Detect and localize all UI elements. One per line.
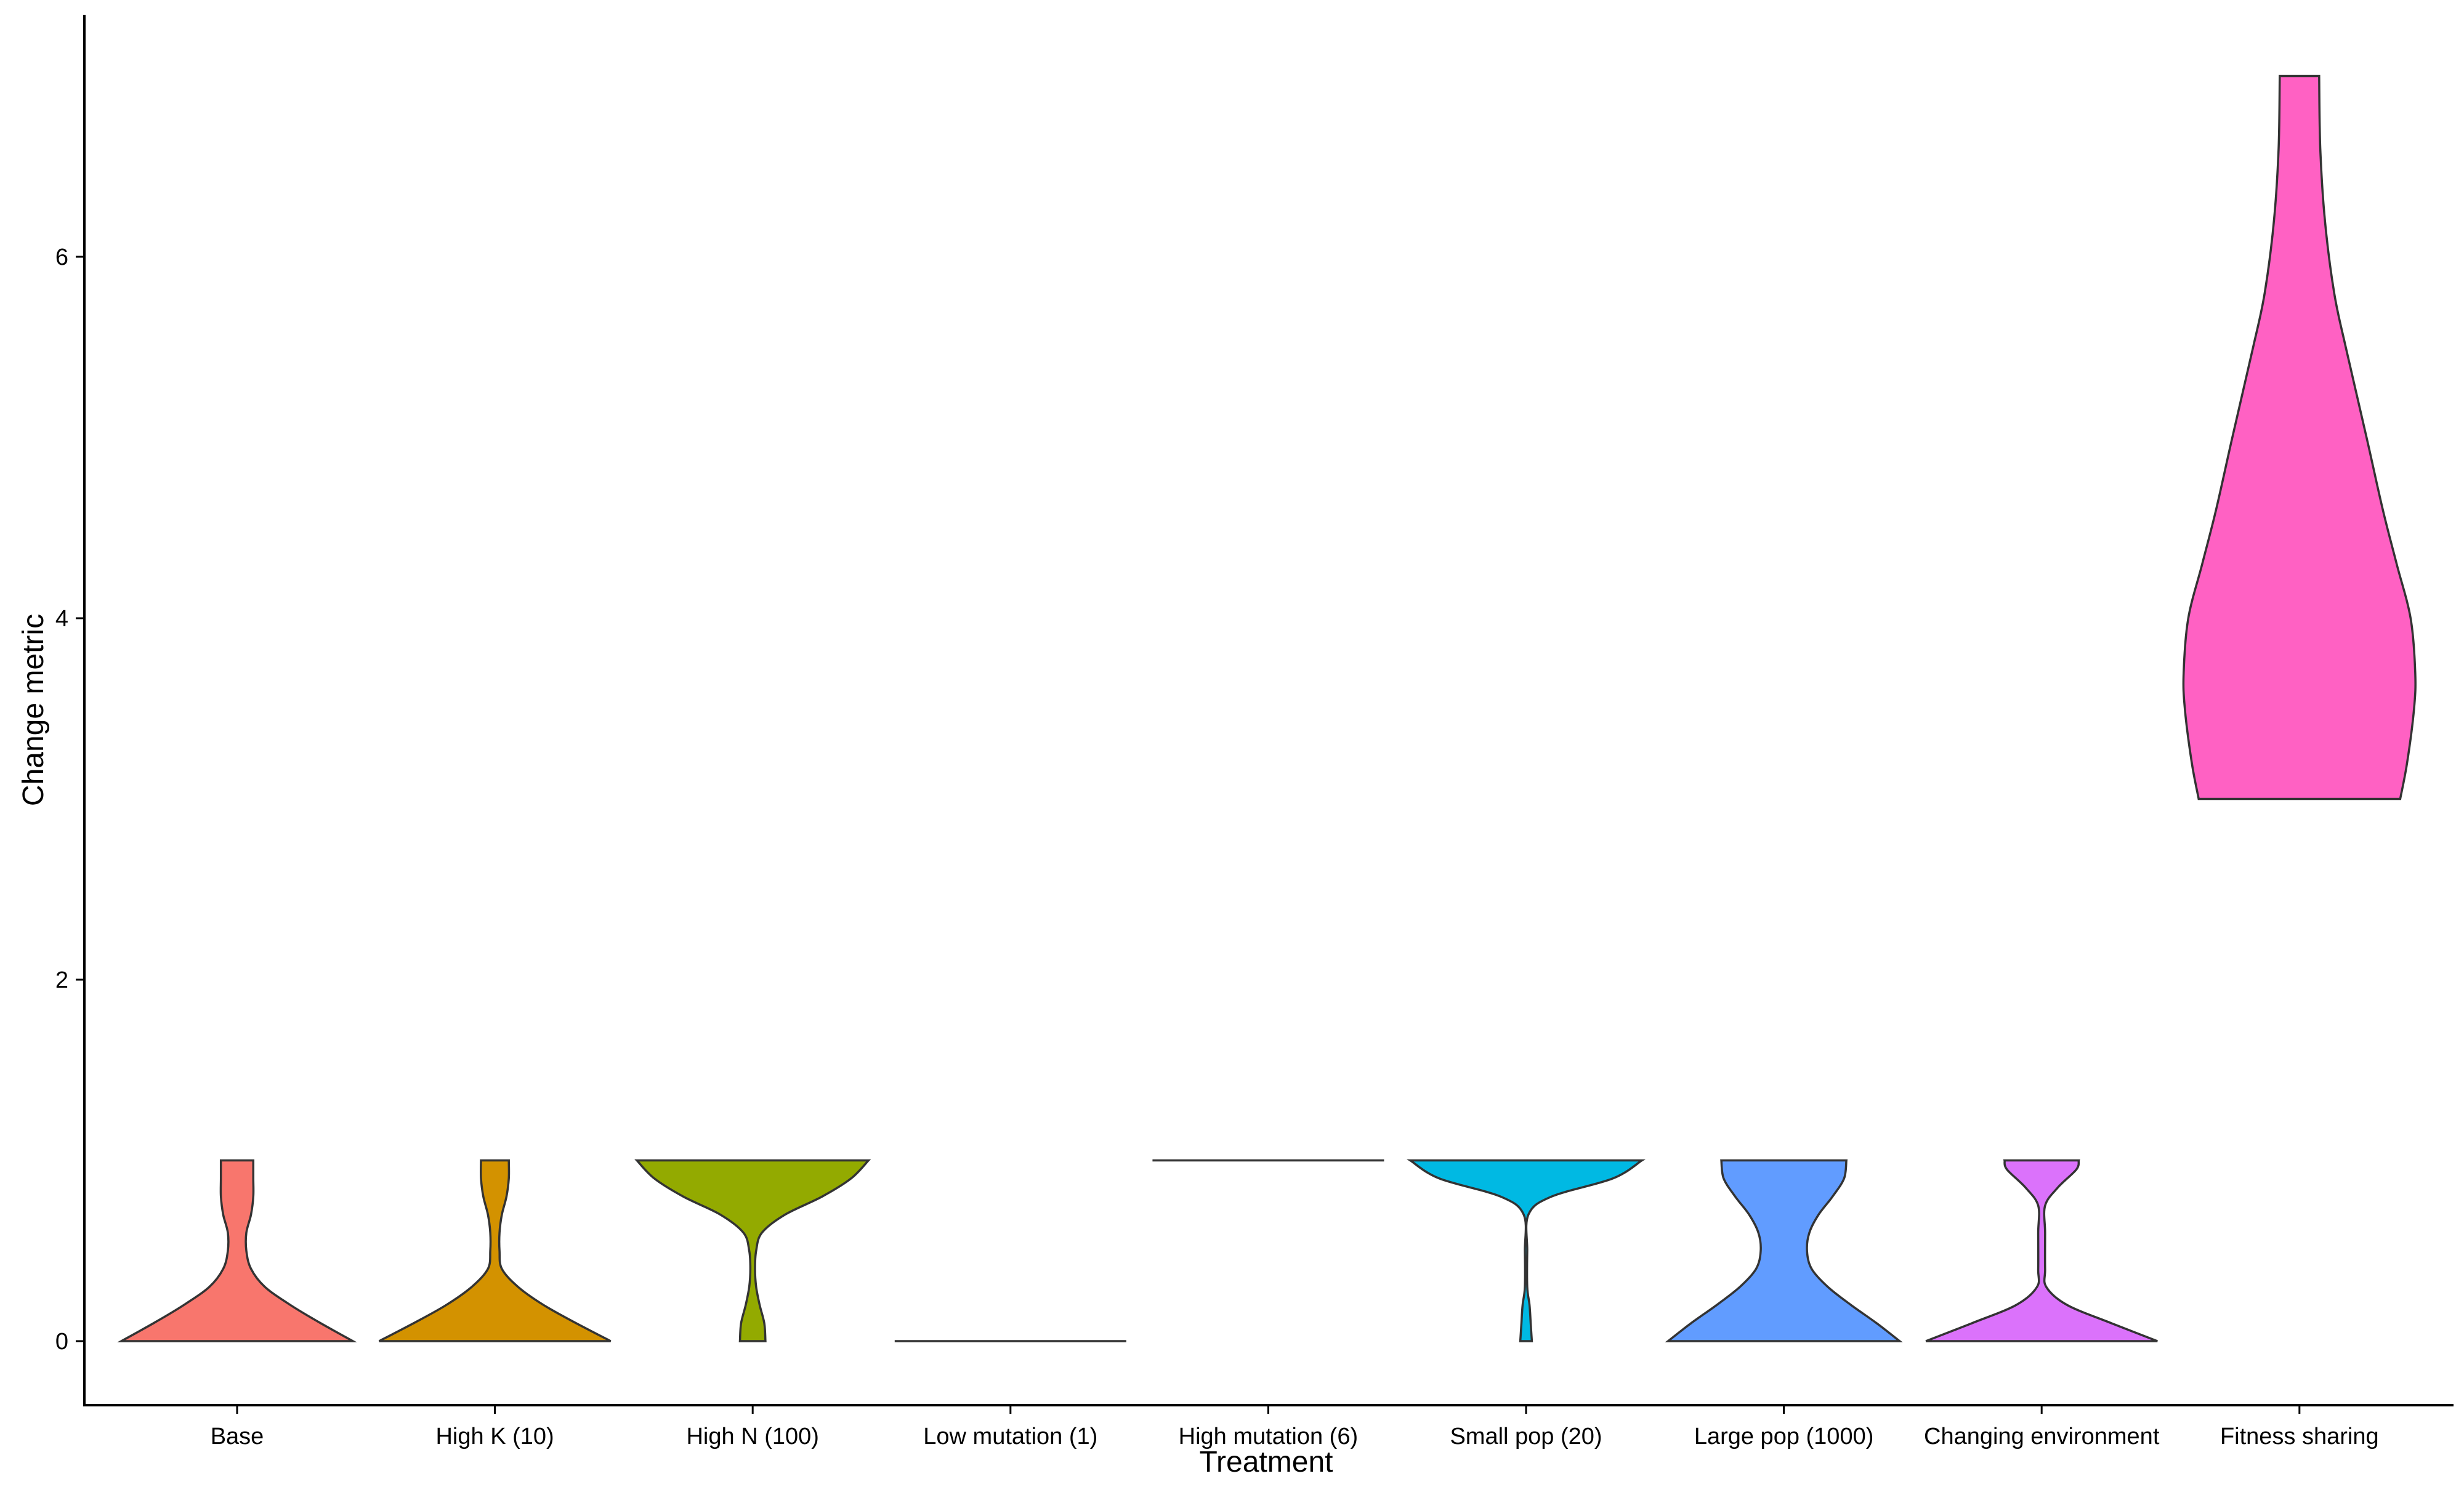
violin-base — [117, 1159, 357, 1342]
violins-layer — [117, 75, 2417, 1342]
y-tick-label: 6 — [55, 244, 68, 270]
y-ticks: 0 2 4 6 — [55, 244, 84, 1355]
x-tick-label: High N (100) — [686, 1424, 818, 1450]
violin-small-pop-20 — [1406, 1159, 1646, 1342]
y-axis-title: Change metric — [17, 614, 50, 806]
y-tick-label: 0 — [55, 1329, 68, 1355]
x-tick-label: Fitness sharing — [2220, 1424, 2379, 1450]
x-tick-label: Small pop (20) — [1450, 1424, 1602, 1450]
violin-fitness-sharing — [2182, 75, 2417, 800]
violin-changing-environment — [1925, 1159, 2158, 1342]
x-tick-label: High K (10) — [435, 1424, 554, 1450]
x-tick-label: High mutation (6) — [1179, 1424, 1358, 1450]
x-tick-label: Large pop (1000) — [1694, 1424, 1874, 1450]
y-tick-label: 2 — [55, 967, 68, 993]
x-tick-label: Low mutation (1) — [923, 1424, 1097, 1450]
y-tick-label: 4 — [55, 606, 68, 632]
violin-large-pop-1000 — [1665, 1159, 1903, 1342]
x-tick-label: Base — [211, 1424, 264, 1450]
violin-high-k-10 — [378, 1159, 612, 1342]
x-ticks: Base High K (10) High N (100) Low mutation … — [211, 1405, 2379, 1450]
violin-high-n-100 — [634, 1159, 871, 1342]
x-axis-title: Treatment — [1200, 1446, 1333, 1478]
axes-layer — [83, 15, 2454, 1406]
x-tick-label: Changing environment — [1924, 1424, 2160, 1450]
